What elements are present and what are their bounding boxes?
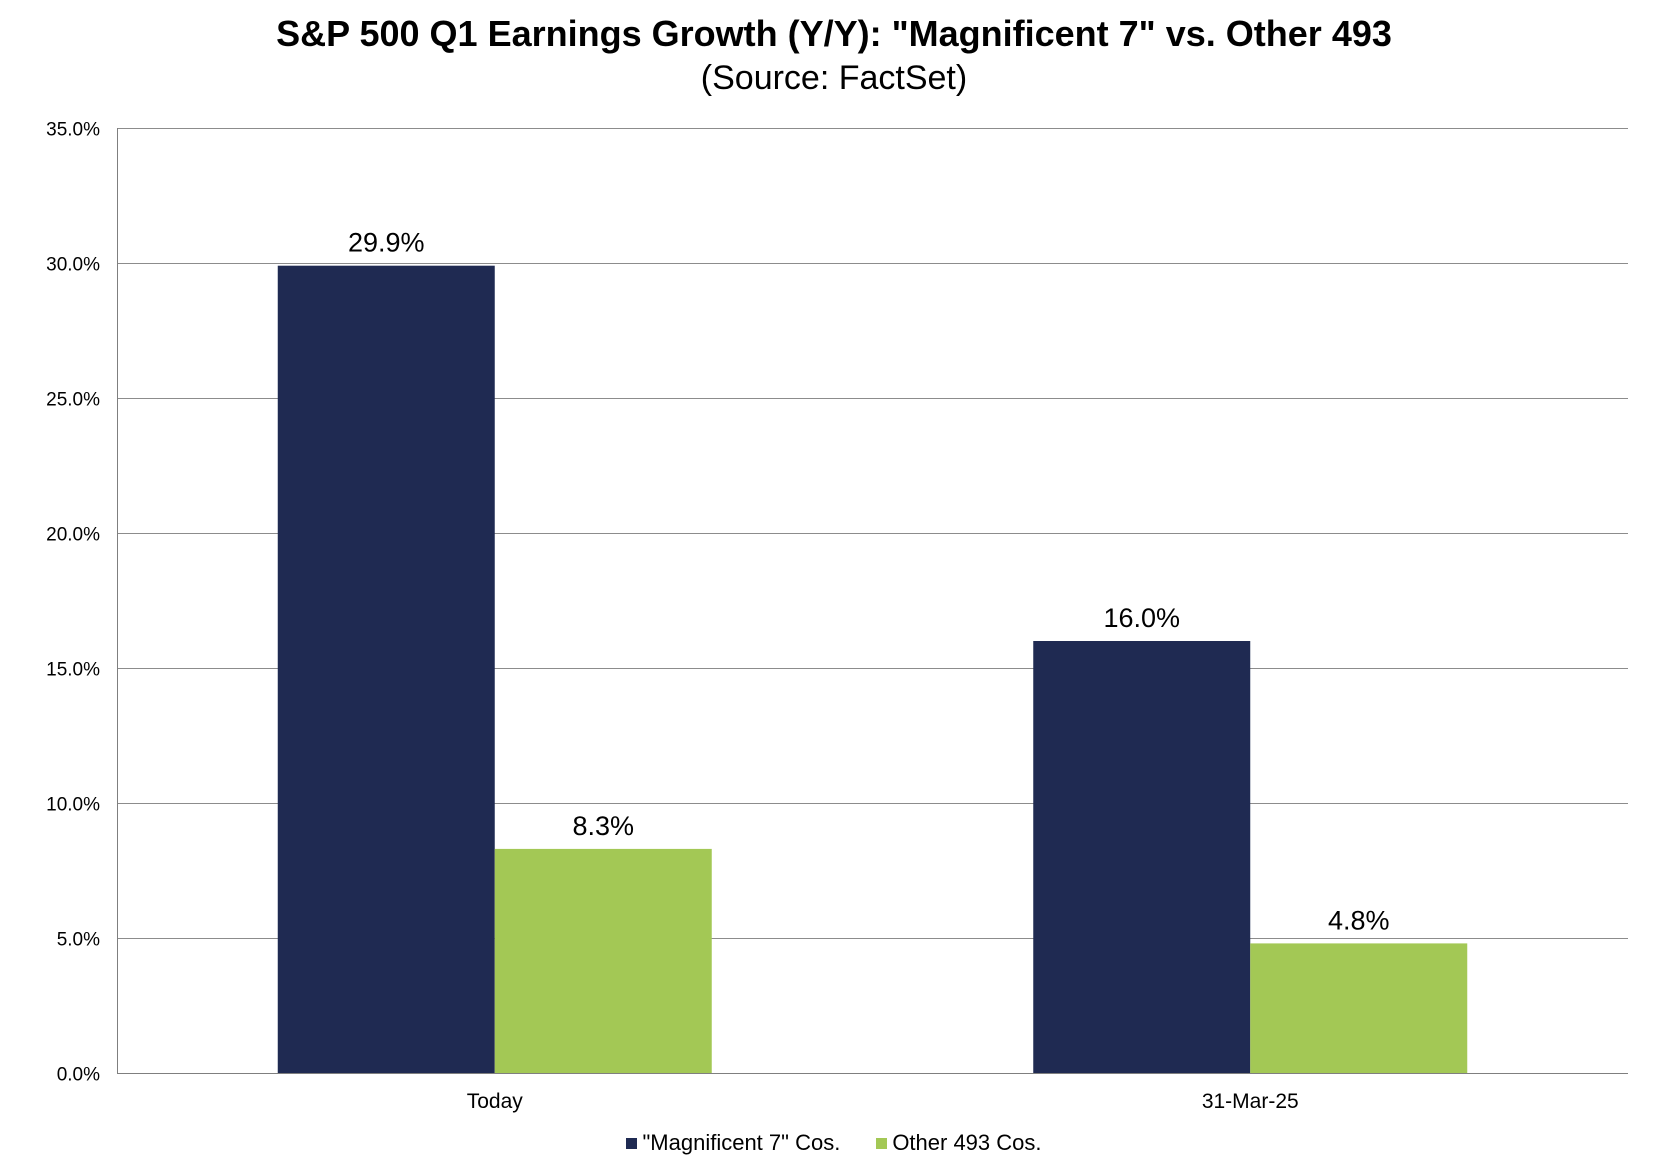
y-tick-label: 35.0% [46, 120, 100, 141]
y-tick-label: 30.0% [46, 255, 100, 276]
y-tick-label: 20.0% [46, 525, 100, 546]
chart-legend: "Magnificent 7" Cos. Other 493 Cos. [0, 1130, 1668, 1156]
bar-magnificent-7 [1033, 641, 1251, 1073]
x-category-label: Today [467, 1090, 524, 1113]
legend-label-magnificent-7: "Magnificent 7" Cos. [642, 1130, 841, 1155]
bar-other-493 [494, 848, 712, 1073]
legend-label-other-493: Other 493 Cos. [892, 1130, 1042, 1155]
y-tick-label: 0.0% [57, 1065, 100, 1086]
y-tick-label: 15.0% [46, 660, 100, 681]
y-tick-label: 10.0% [46, 795, 100, 816]
chart-title: S&P 500 Q1 Earnings Growth (Y/Y): "Magni… [276, 13, 1392, 54]
data-label-other-493: 4.8% [1328, 905, 1390, 935]
data-label-other-493: 8.3% [572, 811, 634, 841]
y-tick-label: 5.0% [57, 930, 100, 951]
y-tick-label: 25.0% [46, 390, 100, 411]
data-label-magnificent-7: 16.0% [1103, 603, 1180, 633]
legend-swatch-other-493 [876, 1137, 888, 1149]
data-label-magnificent-7: 29.9% [348, 228, 425, 258]
bar-magnificent-7 [277, 265, 495, 1073]
legend-item-other-493: Other 493 Cos. [876, 1130, 1042, 1156]
bar-other-493 [1250, 943, 1468, 1073]
chart-subtitle: (Source: FactSet) [700, 59, 968, 97]
legend-swatch-magnificent-7 [626, 1137, 638, 1149]
legend-item-magnificent-7: "Magnificent 7" Cos. [626, 1130, 840, 1156]
x-category-label: 31-Mar-25 [1202, 1090, 1299, 1113]
